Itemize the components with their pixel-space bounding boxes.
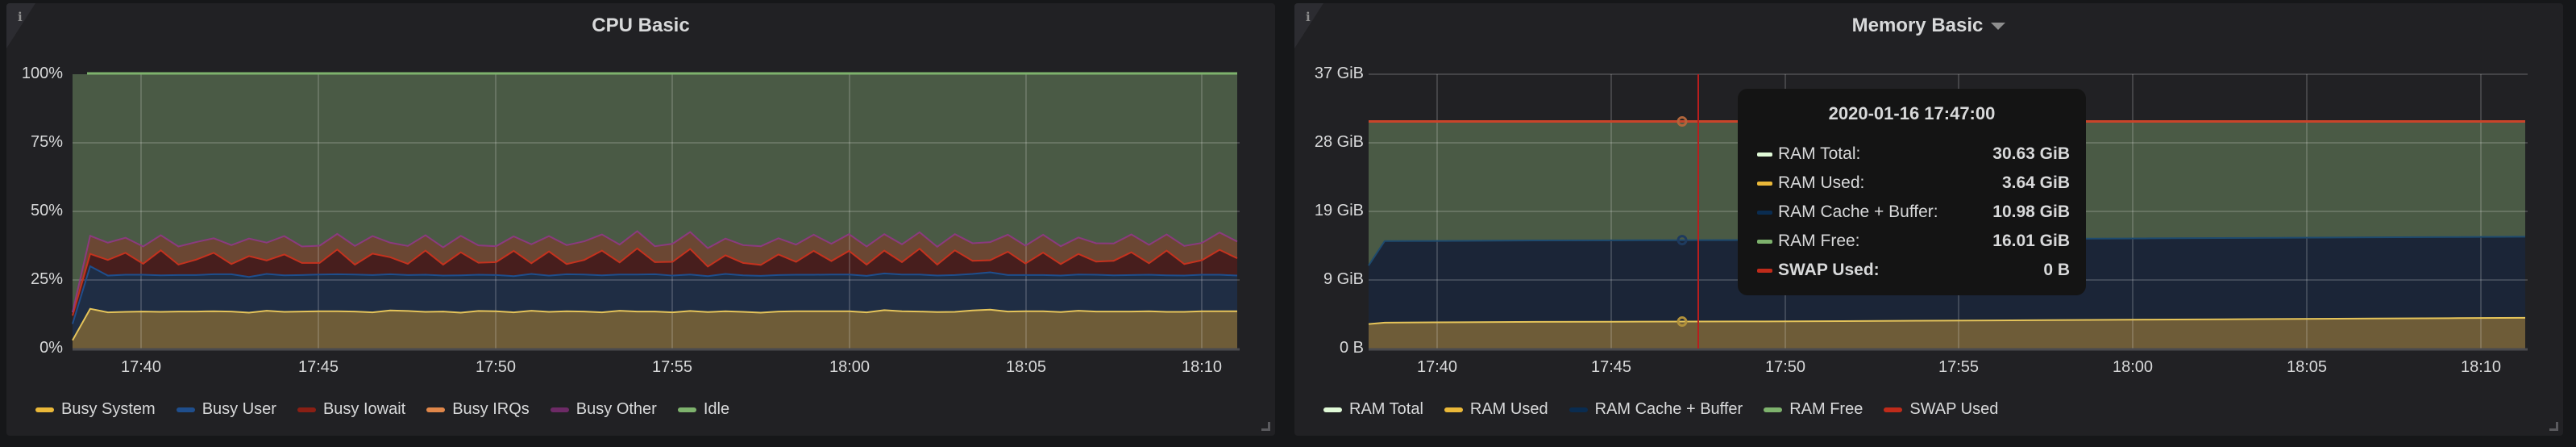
legend-swatch bbox=[1444, 407, 1463, 412]
legend-swatch bbox=[176, 407, 195, 412]
panel-title-text: Memory Basic bbox=[1851, 15, 1984, 36]
panel-info-corner[interactable] bbox=[1294, 3, 1323, 48]
legend-label: Busy User bbox=[202, 400, 276, 418]
tooltip-row-ram-used: RAM Used: 3.64 GiB bbox=[1757, 171, 2070, 195]
tooltip-label: RAM Used: bbox=[1778, 173, 1865, 192]
legend-item-ram-cache-buffer[interactable]: RAM Cache + Buffer bbox=[1568, 400, 1743, 419]
legend-label: Busy System bbox=[61, 400, 156, 418]
memory-legend: RAM Total RAM Used RAM Cache + Buffer RA… bbox=[1323, 400, 2019, 419]
legend-item-busy-system[interactable]: Busy System bbox=[35, 400, 156, 419]
legend-swatch bbox=[35, 407, 54, 412]
tooltip-row-ram-total: RAM Total: 30.63 GiB bbox=[1757, 142, 2070, 166]
y-tick-label: 100% bbox=[21, 65, 63, 82]
tooltip-value: 30.63 GiB bbox=[1992, 144, 2070, 163]
legend-item-ram-used[interactable]: RAM Used bbox=[1444, 400, 1548, 419]
chevron-down-icon[interactable] bbox=[1991, 23, 2006, 31]
tooltip-swatch bbox=[1757, 152, 1772, 157]
tooltip-label: SWAP Used: bbox=[1778, 261, 1880, 279]
x-tick-label: 17:40 bbox=[120, 358, 162, 376]
legend-item-busy-irqs[interactable]: Busy IRQs bbox=[426, 400, 530, 419]
tooltip-row-swap-used: SWAP Used: 0 B bbox=[1757, 258, 2070, 282]
tooltip-value: 16.01 GiB bbox=[1992, 232, 2070, 250]
x-tick-label: 17:40 bbox=[1416, 358, 1458, 376]
legend-swatch bbox=[677, 407, 696, 412]
legend-label: Busy IRQs bbox=[452, 400, 530, 418]
legend-swatch bbox=[426, 407, 446, 412]
resize-handle[interactable] bbox=[2549, 422, 2558, 431]
tooltip-swatch bbox=[1757, 239, 1772, 244]
resize-handle[interactable] bbox=[1261, 422, 1270, 431]
legend-swatch bbox=[1884, 407, 1903, 412]
tooltip-label: RAM Free: bbox=[1778, 232, 1860, 250]
panel-info-corner[interactable] bbox=[6, 3, 35, 48]
x-tick-label: 18:00 bbox=[2112, 358, 2154, 376]
y-tick-label: 9 GiB bbox=[1323, 270, 1364, 288]
hover-tooltip: 2020-01-16 17:47:00 RAM Total: 30.63 GiB … bbox=[1738, 89, 2086, 295]
x-tick-label: 17:45 bbox=[1590, 358, 1632, 376]
info-icon[interactable]: i bbox=[18, 10, 23, 24]
panel-title-text: CPU Basic bbox=[592, 15, 690, 36]
legend-swatch bbox=[1323, 407, 1342, 412]
legend-item-swap-used[interactable]: SWAP Used bbox=[1884, 400, 1998, 419]
tooltip-value: 0 B bbox=[2043, 261, 2070, 279]
y-tick-label: 19 GiB bbox=[1314, 202, 1364, 219]
legend-item-ram-total[interactable]: RAM Total bbox=[1323, 400, 1423, 419]
legend-item-busy-other[interactable]: Busy Other bbox=[550, 400, 657, 419]
legend-swatch bbox=[297, 407, 316, 412]
panel-title[interactable]: Memory Basic bbox=[1294, 15, 2563, 37]
x-tick-label: 18:05 bbox=[1005, 358, 1047, 376]
cpu-legend: Busy System Busy User Busy Iowait Busy I… bbox=[35, 400, 750, 419]
x-tick-label: 18:10 bbox=[1181, 358, 1223, 376]
legend-item-busy-user[interactable]: Busy User bbox=[176, 400, 276, 419]
tooltip-label: RAM Cache + Buffer: bbox=[1778, 203, 1938, 221]
y-tick-label: 0% bbox=[39, 339, 63, 357]
legend-item-idle[interactable]: Idle bbox=[677, 400, 730, 419]
cpu-chart-plot[interactable] bbox=[6, 3, 1275, 436]
legend-label: RAM Free bbox=[1789, 400, 1863, 418]
tooltip-swatch bbox=[1757, 181, 1772, 186]
legend-label: Busy Other bbox=[575, 400, 657, 418]
legend-swatch bbox=[1764, 407, 1783, 412]
x-tick-label: 17:50 bbox=[475, 358, 517, 376]
tooltip-value: 3.64 GiB bbox=[2001, 173, 2070, 192]
y-tick-label: 0 B bbox=[1339, 339, 1364, 357]
legend-label: RAM Total bbox=[1349, 400, 1423, 418]
y-tick-label: 25% bbox=[30, 270, 63, 288]
tooltip-time: 2020-01-16 17:47:00 bbox=[1828, 103, 1996, 123]
legend-item-busy-iowait[interactable]: Busy Iowait bbox=[297, 400, 405, 419]
legend-swatch bbox=[550, 407, 569, 412]
x-tick-label: 17:55 bbox=[651, 358, 693, 376]
tooltip-row-ram-free: RAM Free: 16.01 GiB bbox=[1757, 229, 2070, 253]
tooltip-label: RAM Total: bbox=[1778, 144, 1861, 163]
x-tick-label: 18:00 bbox=[829, 358, 870, 376]
legend-swatch bbox=[1568, 407, 1588, 412]
info-icon[interactable]: i bbox=[1306, 10, 1311, 24]
x-tick-label: 18:05 bbox=[2286, 358, 2328, 376]
y-tick-label: 28 GiB bbox=[1314, 133, 1364, 151]
x-tick-label: 17:50 bbox=[1764, 358, 1806, 376]
x-tick-label: 17:55 bbox=[1938, 358, 1980, 376]
legend-item-ram-free[interactable]: RAM Free bbox=[1764, 400, 1863, 419]
y-tick-label: 37 GiB bbox=[1314, 65, 1364, 82]
legend-label: Idle bbox=[703, 400, 730, 418]
legend-label: SWAP Used bbox=[1909, 400, 1999, 418]
tooltip-swatch bbox=[1757, 210, 1772, 215]
legend-label: RAM Cache + Buffer bbox=[1594, 400, 1743, 418]
tooltip-swatch bbox=[1757, 268, 1772, 273]
legend-label: RAM Used bbox=[1469, 400, 1548, 418]
cpu-basic-panel: i CPU Basic 100% 75% 50% 25% 0% 17:40 17… bbox=[6, 3, 1275, 436]
y-tick-label: 50% bbox=[30, 202, 63, 219]
panel-title[interactable]: CPU Basic bbox=[6, 15, 1275, 37]
tooltip-value: 10.98 GiB bbox=[1992, 203, 2070, 221]
x-tick-label: 18:10 bbox=[2460, 358, 2502, 376]
tooltip-row-ram-cache-buffer: RAM Cache + Buffer: 10.98 GiB bbox=[1757, 200, 2070, 224]
x-tick-label: 17:45 bbox=[297, 358, 339, 376]
legend-label: Busy Iowait bbox=[322, 400, 406, 418]
y-tick-label: 75% bbox=[30, 133, 63, 151]
